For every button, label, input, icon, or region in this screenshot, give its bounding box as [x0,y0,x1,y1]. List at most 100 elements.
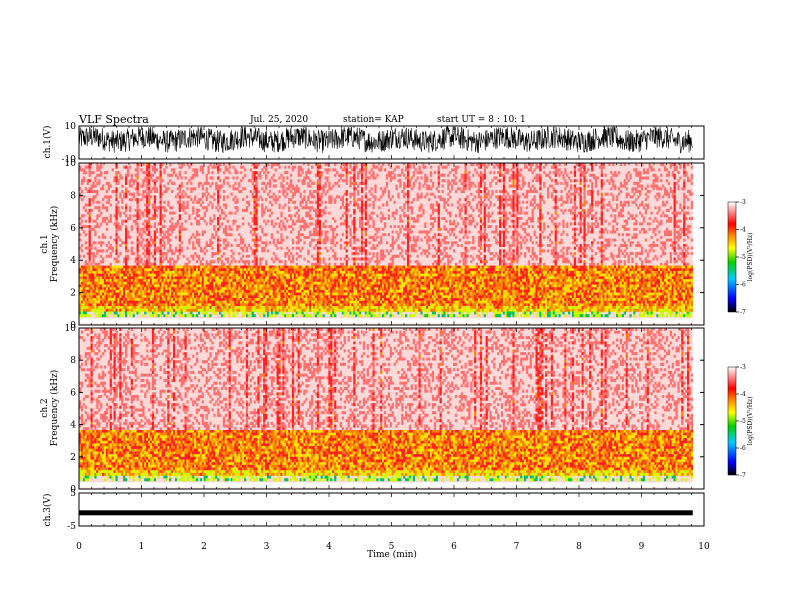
ch1-spectrogram-cell [253,260,256,264]
ch1-spectrogram-cell [255,279,258,283]
ch1-spectrogram-cell [205,206,208,210]
ch1-spectrogram-cell [98,268,101,272]
ch1-spectrogram-cell [172,279,176,283]
ch1-spectrogram-cell [297,300,300,304]
ch1-spectrogram-cell [293,295,297,299]
ch1-spectrogram-cell [182,276,185,280]
ch1-spectrogram-cell [107,292,110,296]
ch1-spectrogram-cell [228,184,231,188]
ch1-spectrogram-cell [328,225,331,229]
ch1-spectrogram-cell [322,225,325,229]
ch1-spectrogram-cell [203,298,206,301]
ch1-spectrogram-cell [236,225,239,229]
ch1-spectrogram-cell [368,300,371,304]
ch1-spectrogram-cell [236,279,239,283]
ch1-spectrogram-cell [324,292,327,296]
ch1-spectrogram-cell [144,303,147,307]
ch1-spectrogram-cell [301,168,304,172]
ch1-spectrogram-cell [307,252,310,256]
ch1-spectrogram-cell [305,314,308,318]
ch1-spectrogram-cell [148,260,151,264]
ch1-spectrogram-cell [136,181,139,185]
ch1-spectrogram-cell [125,276,128,280]
ch1-spectrogram-cell [336,292,339,296]
ch1-spectrogram-cell [86,308,89,312]
ch1-spectrogram-cell [125,214,128,218]
ch1-spectrogram-cell [263,306,266,310]
ch1-spectrogram-cell [347,265,350,269]
ch1-spectrogram-cell [215,230,218,234]
ch1-spectrogram-cell [364,214,367,218]
ch1-spectrogram-cell [125,311,128,315]
ch1-spectrogram-cell [322,268,325,272]
ch1-spectrogram-cell [334,244,337,247]
ch1-spectrogram-cell [286,279,289,283]
ch1-spectrogram-cell [103,195,107,199]
ch1-spectrogram-cell [117,298,120,301]
ch1-spectrogram-cell [359,281,362,285]
ch1-spectrogram-cell [157,298,160,301]
ch1-spectrogram-cell [316,187,320,191]
ch1-spectrogram-cell [157,206,160,210]
ch1-spectrogram-cell [107,181,110,185]
ch1-spectrogram-cell [242,268,245,272]
ch1-spectrogram-cell [360,190,364,193]
ch1-spectrogram-cell [217,184,220,188]
ch1-spectrogram-cell [364,300,367,304]
ch1-spectrogram-cell [132,219,135,223]
ch1-spectrogram-cell [266,311,270,315]
ch1-spectrogram-cell [364,233,367,237]
ch1-spectrogram-cell [243,292,247,296]
ch1-spectrogram-cell [115,192,118,196]
ch1-spectrogram-cell [192,279,195,283]
ch1-spectrogram-cell [109,265,112,269]
ch1-spectrogram-cell [197,287,201,291]
ch1-spectrogram-cell [209,271,212,274]
ch1-spectrogram-cell [295,246,298,250]
ch1-spectrogram-cell [125,176,128,180]
ch1-spectrogram-cell [255,303,258,307]
ch1-spectrogram-cell [255,273,258,277]
ch1-spectrogram-cell [316,295,320,299]
ch1-spectrogram-cell [336,181,339,185]
ch1-spectrogram-cell [130,308,134,312]
ch1-spectrogram-cell [270,257,274,261]
ch1-spectrogram-cell [148,273,151,277]
ch1-spectrogram-cell [151,308,155,312]
ch1-spectrogram-cell [249,211,252,215]
ch1-spectrogram-cell [305,289,308,293]
ch1-spectrogram-cell [207,192,210,196]
ch1-spectrogram-cell [263,181,266,185]
ch1-spectrogram-cell [353,192,356,196]
ch1-spectrogram-cell [312,308,316,312]
ch1-spectrogram-cell [293,308,297,312]
ch1-spectrogram-cell [370,268,373,272]
ch1-spectrogram-cell [266,289,270,293]
ch1-spectrogram-cell [203,284,206,288]
ch1-spectrogram-cell [299,289,302,293]
ch1-spectrogram-cell [242,300,245,304]
ch1-spectrogram-cell [336,281,339,285]
ch1-spectrogram-cell [215,233,218,237]
ch1-spectrogram-cell [301,225,304,229]
ch1-spectrogram-cell [103,311,107,315]
ch1-spectrogram-cell [146,241,149,245]
ch1-spectrogram-cell [217,300,220,304]
ch1-spectrogram-cell [316,281,320,285]
ch1-spectrogram-cell [295,292,298,296]
ch1-spectrogram-cell [163,171,166,175]
ch1-spectrogram-cell [301,306,304,310]
ch1-spectrogram-cell [353,306,356,310]
ch1-spectrogram-cell [288,306,291,310]
ch1-spectrogram-cell [192,208,195,212]
ch1-spectrogram-cell [161,287,164,291]
ch1-spectrogram-cell [163,225,166,229]
ch1-spectrogram-cell [88,265,91,269]
ch1-spectrogram-cell [107,219,110,223]
ch1-spectrogram-cell [309,265,312,269]
ch1-spectrogram-cell [151,165,155,169]
ch1-spectrogram-cell [255,165,258,169]
ch1-spectrogram-cell [230,273,233,277]
ch1-spectrogram-cell [324,271,327,274]
ch1-spectrogram-cell [240,295,243,299]
